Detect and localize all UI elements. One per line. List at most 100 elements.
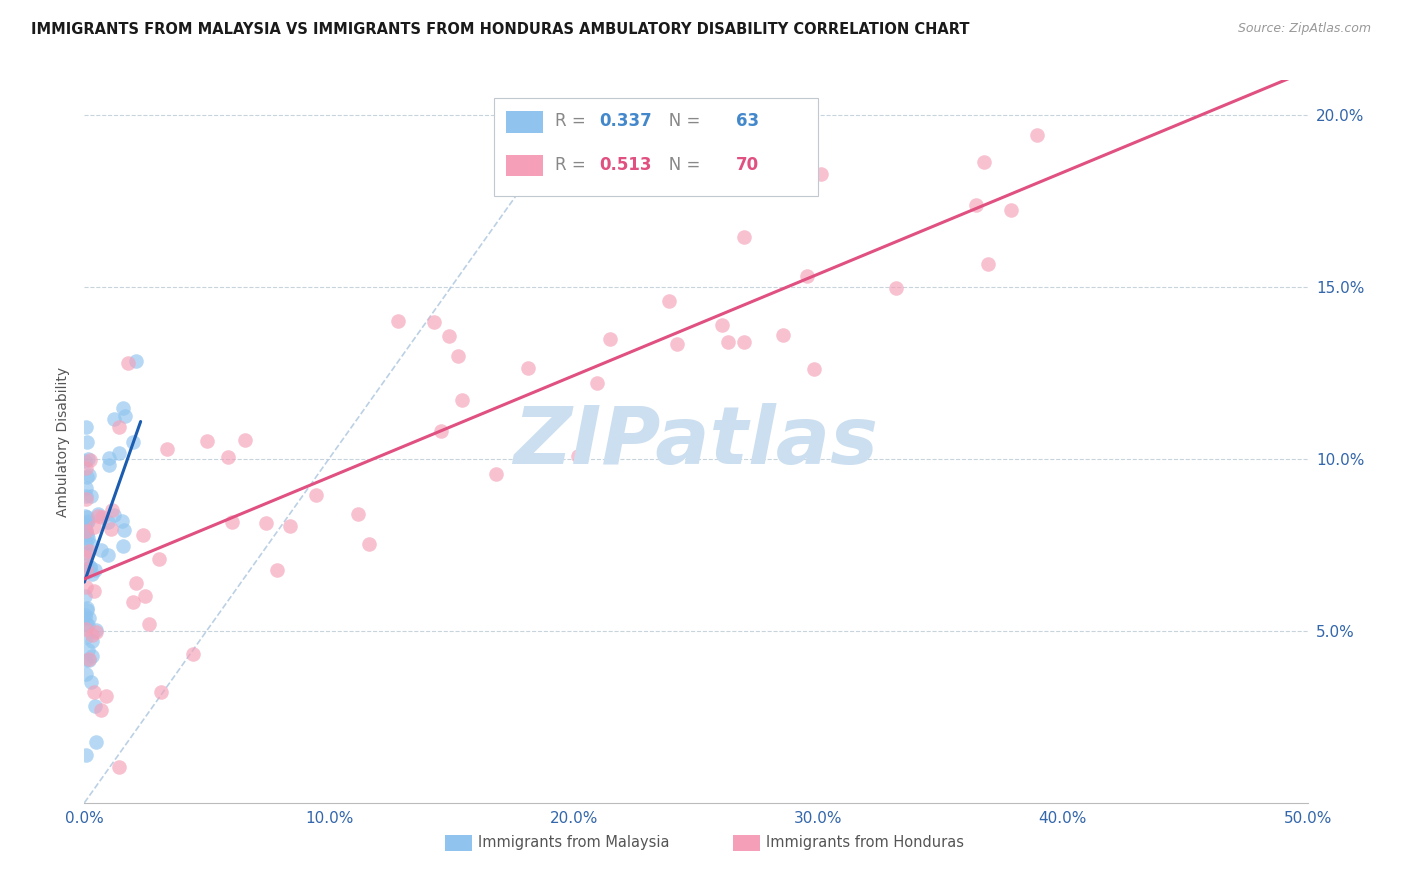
Point [90, 543, 112, 558]
Point [112, 539, 135, 553]
Point [108, 446, 131, 460]
Point [83, 520, 105, 534]
Point [76, 618, 98, 632]
Point [76, 565, 98, 579]
Point [217, 450, 239, 465]
Point [347, 507, 370, 521]
Point [111, 515, 134, 529]
Point [83, 685, 105, 699]
Point [77, 531, 100, 545]
Point [75, 481, 97, 495]
Text: 63: 63 [737, 112, 759, 130]
Point [585, 376, 607, 390]
Point [75, 563, 97, 577]
Point [82, 648, 104, 663]
Point [485, 467, 508, 482]
Point [132, 528, 155, 542]
Point [75, 667, 97, 681]
Point [114, 409, 136, 423]
Point [86, 507, 108, 521]
FancyBboxPatch shape [506, 154, 543, 177]
Point [112, 523, 135, 537]
Point [101, 503, 124, 517]
Point [599, 332, 621, 346]
Point [97, 548, 120, 562]
Point [733, 230, 755, 244]
Point [76, 558, 98, 573]
Point [76, 514, 98, 528]
Point [973, 154, 995, 169]
Point [97, 516, 120, 530]
Point [84, 563, 107, 577]
Point [76, 630, 98, 644]
Text: 0.513: 0.513 [599, 156, 652, 174]
Point [84, 699, 107, 714]
Point [82, 628, 104, 642]
Point [423, 315, 446, 329]
Text: IMMIGRANTS FROM MALAYSIA VS IMMIGRANTS FROM HONDURAS AMBULATORY DISABILITY CORRE: IMMIGRANTS FROM MALAYSIA VS IMMIGRANTS F… [31, 22, 969, 37]
FancyBboxPatch shape [494, 98, 818, 196]
Point [84, 734, 107, 748]
Point [80, 566, 103, 581]
Point [79, 559, 101, 574]
Point [772, 327, 794, 342]
Point [134, 589, 156, 603]
Point [450, 392, 472, 407]
Point [567, 450, 589, 464]
FancyBboxPatch shape [733, 835, 759, 851]
Point [75, 608, 97, 623]
Point [76, 470, 98, 484]
Point [76, 600, 98, 615]
Point [84, 623, 107, 637]
Text: N =: N = [654, 156, 706, 174]
Point [437, 329, 460, 343]
Point [447, 350, 470, 364]
Point [76, 452, 98, 467]
Point [108, 760, 131, 774]
Point [810, 167, 832, 181]
Point [79, 453, 101, 467]
Point [76, 510, 98, 524]
Point [77, 611, 100, 625]
Point [125, 575, 148, 590]
Point [75, 489, 97, 503]
Point [80, 674, 103, 689]
FancyBboxPatch shape [446, 835, 472, 851]
Point [103, 508, 125, 523]
Point [75, 508, 97, 523]
Point [717, 335, 740, 350]
Point [1000, 202, 1022, 217]
Point [75, 460, 97, 475]
Point [266, 563, 288, 577]
Point [75, 453, 97, 467]
Point [517, 361, 540, 376]
Text: R =: R = [555, 156, 592, 174]
Point [86, 508, 108, 523]
Point [103, 411, 125, 425]
Point [91, 510, 114, 524]
Text: N =: N = [654, 112, 706, 130]
Point [80, 489, 103, 503]
Point [75, 524, 97, 538]
Point [90, 703, 112, 717]
Text: 70: 70 [737, 156, 759, 174]
Point [75, 580, 97, 594]
Point [76, 603, 98, 617]
Point [305, 488, 328, 502]
Point [254, 516, 277, 530]
Point [122, 435, 145, 450]
Point [97, 450, 120, 465]
Point [79, 653, 101, 667]
Text: Immigrants from Malaysia: Immigrants from Malaysia [478, 835, 669, 850]
Point [75, 492, 97, 507]
Point [96, 690, 118, 704]
Point [803, 362, 825, 376]
Point [429, 425, 451, 439]
Point [83, 584, 105, 599]
Point [150, 685, 173, 699]
Point [76, 528, 98, 542]
Point [75, 748, 97, 763]
Point [965, 198, 987, 212]
Point [111, 401, 134, 416]
Point [77, 642, 100, 657]
